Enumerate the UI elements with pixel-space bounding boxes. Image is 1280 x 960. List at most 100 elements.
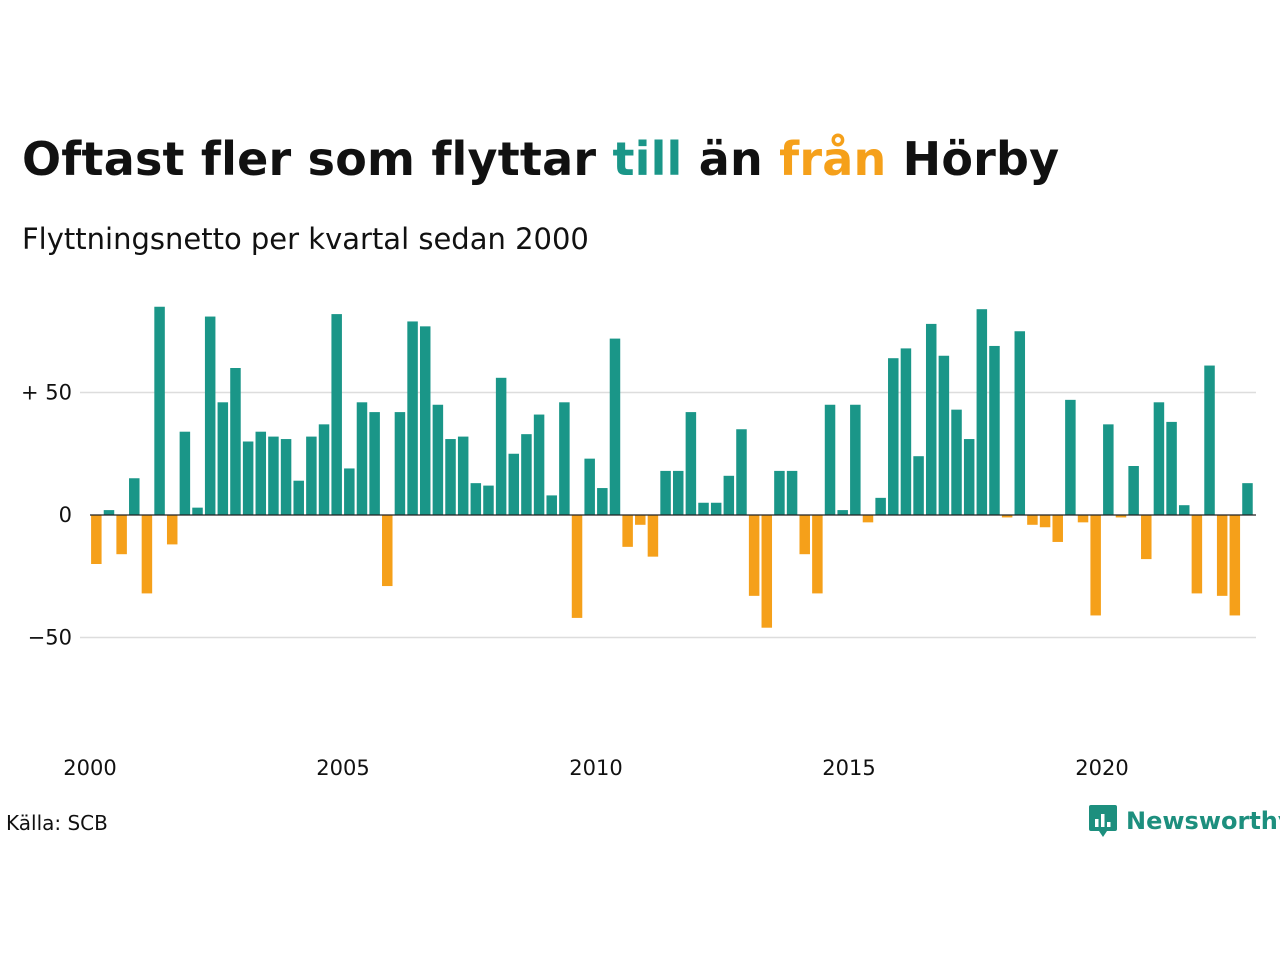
bar <box>230 368 241 515</box>
bar <box>1039 515 1051 528</box>
title-part-1: Oftast fler som flyttar <box>22 132 613 186</box>
bar <box>495 377 507 515</box>
bar <box>1027 515 1038 525</box>
bar <box>1166 421 1177 515</box>
bar <box>925 323 937 515</box>
bar <box>457 436 469 515</box>
bar <box>799 515 810 555</box>
bar <box>318 424 330 515</box>
bar <box>1242 483 1253 515</box>
bar <box>1103 424 1114 515</box>
title-part-2: än <box>682 132 780 186</box>
bar <box>1014 331 1026 515</box>
bar <box>698 502 709 515</box>
bar <box>103 510 115 515</box>
title-word-till: till <box>612 132 683 186</box>
bar <box>382 515 393 587</box>
bar <box>1229 515 1241 616</box>
bar <box>1204 365 1215 515</box>
bar <box>470 483 482 515</box>
y-tick-label: 0 <box>59 503 72 527</box>
bar <box>951 409 962 515</box>
x-tick-label: 2015 <box>822 756 875 780</box>
bar <box>976 309 988 515</box>
bar <box>900 348 912 515</box>
chart-title: Oftast fler som flyttar till än från Hör… <box>22 132 1059 186</box>
bar <box>331 314 342 515</box>
bar <box>242 441 254 515</box>
bar <box>521 434 532 515</box>
bar <box>445 439 456 515</box>
bar <box>356 402 368 515</box>
bar <box>179 431 191 515</box>
bar <box>1052 515 1063 542</box>
x-tick-label: 2020 <box>1075 756 1128 780</box>
bar <box>508 453 520 515</box>
bar <box>533 414 545 515</box>
bar <box>483 485 494 515</box>
bar <box>1178 505 1190 515</box>
source-note: Källa: SCB <box>6 811 108 835</box>
bar <box>1090 515 1101 616</box>
bar <box>154 306 165 515</box>
bar <box>963 439 975 515</box>
bar <box>748 515 760 596</box>
bar <box>1115 515 1127 518</box>
x-tick-label: 2010 <box>569 756 622 780</box>
x-tick-label: 2005 <box>316 756 369 780</box>
bar <box>584 458 595 515</box>
bar <box>192 507 203 515</box>
bar <box>622 515 633 547</box>
bar <box>685 412 697 515</box>
bar <box>394 412 406 515</box>
brand-name: Newsworthy <box>1126 807 1280 835</box>
bar <box>1141 515 1152 560</box>
chart-subtitle: Flyttningsnetto per kvartal sedan 2000 <box>22 222 589 256</box>
x-tick-label: 2000 <box>63 756 116 780</box>
bar <box>1153 402 1165 515</box>
title-word-fran: från <box>779 132 887 186</box>
bar <box>774 470 785 515</box>
bar <box>1065 399 1076 515</box>
bar <box>647 515 659 557</box>
bar <box>635 515 646 525</box>
bar <box>913 456 924 515</box>
bar <box>888 358 899 515</box>
bar <box>850 404 861 515</box>
bar <box>875 497 886 515</box>
bar <box>672 470 684 515</box>
bar <box>91 515 102 564</box>
bar <box>989 345 1000 515</box>
bar <box>824 404 836 515</box>
bar <box>1001 515 1013 518</box>
newsworthy-logo: Newsworthy <box>1088 803 1280 839</box>
y-tick-label: + 50 <box>21 381 72 405</box>
bar <box>1191 515 1203 594</box>
bar <box>1216 515 1228 596</box>
title-part-3: Hörby <box>886 132 1060 186</box>
bar <box>293 480 304 515</box>
bar <box>559 402 570 515</box>
bar <box>255 431 267 515</box>
bar <box>344 468 355 515</box>
bar <box>609 338 621 515</box>
bar <box>419 326 431 515</box>
y-tick-label: −50 <box>28 626 72 650</box>
bar <box>862 515 874 523</box>
bar <box>204 316 216 515</box>
bar <box>660 470 671 515</box>
bar <box>938 355 950 515</box>
bar <box>116 515 127 555</box>
bar <box>369 412 380 515</box>
bar <box>812 515 823 594</box>
bar <box>141 515 153 594</box>
bar <box>217 402 229 515</box>
bar <box>432 404 444 515</box>
bar <box>723 475 735 515</box>
bar <box>407 321 418 515</box>
bar <box>710 502 722 515</box>
bar <box>1077 515 1089 523</box>
bar <box>546 495 557 515</box>
bar <box>786 470 798 515</box>
bar <box>129 478 140 515</box>
